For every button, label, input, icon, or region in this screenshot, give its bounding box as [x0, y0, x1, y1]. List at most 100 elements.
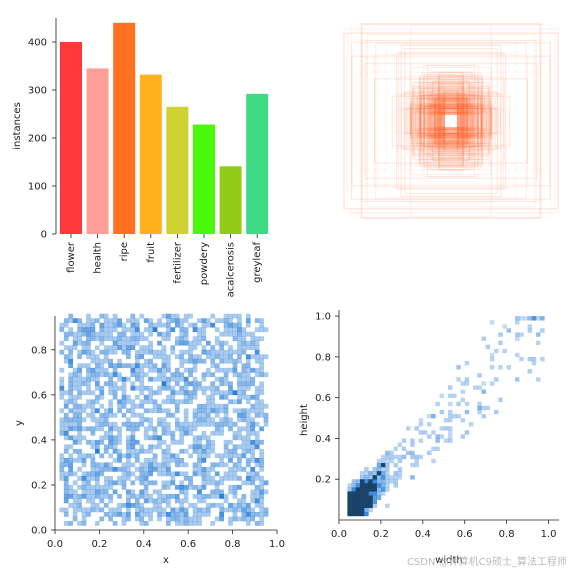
- heatmap-cell: [90, 430, 96, 436]
- heatmap-cell: [254, 345, 260, 351]
- heatmap-cell: [359, 511, 365, 517]
- heatmap-cell: [161, 421, 167, 427]
- heatmap-cell: [214, 453, 220, 459]
- heatmap-cell: [77, 475, 82, 481]
- bbox-outline: [405, 90, 497, 152]
- heatmap-cell: [214, 318, 220, 324]
- heatmap-cell: [126, 475, 131, 481]
- heatmap-cell: [152, 466, 158, 472]
- heatmap-cell: [232, 462, 238, 468]
- heatmap-cell: [245, 340, 251, 346]
- bbox-outline: [426, 96, 476, 146]
- heatmap-cell: [77, 453, 82, 459]
- heatmap-cell: [179, 430, 185, 436]
- width-height-heatmap: 0.0 0.2 0.4 0.6 0.8 1.0 0.20.40.60.81.0 width…: [299, 310, 559, 566]
- heatmap-cell: [130, 322, 136, 328]
- bbox-outline: [442, 85, 460, 157]
- heatmap-cell: [170, 507, 176, 513]
- heatmap-cell: [139, 480, 145, 486]
- heatmap-cell: [223, 340, 229, 346]
- heatmap-cell: [63, 426, 69, 432]
- heatmap-cell: [103, 358, 109, 364]
- bbox-outline: [405, 108, 497, 134]
- heatmap-cell: [219, 511, 225, 517]
- heatmap-cell: [254, 340, 260, 346]
- heatmap-cell: [245, 480, 251, 486]
- heatmap-cell: [237, 484, 242, 490]
- heatmap-cell: [94, 363, 100, 369]
- heatmap-cell: [157, 349, 162, 355]
- heatmap-cell: [219, 462, 225, 468]
- heatmap-cell: [183, 426, 189, 432]
- heatmap-cell: [376, 479, 382, 484]
- heatmap-cell: [197, 462, 202, 468]
- heatmap-cell: [117, 457, 122, 463]
- heatmap-cell: [393, 483, 398, 488]
- heatmap-cell: [456, 365, 461, 370]
- heatmap-cell: [245, 444, 251, 450]
- heatmap-cell: [393, 475, 398, 480]
- heatmap-cell: [259, 480, 264, 486]
- heatmap-cell: [410, 450, 415, 456]
- heatmap-cell: [192, 390, 198, 396]
- heatmap-cell: [63, 435, 69, 441]
- bbox-outline: [410, 100, 492, 142]
- heatmap-cell: [126, 457, 131, 463]
- bbox-outline: [433, 99, 469, 143]
- heatmap-cell: [179, 322, 185, 328]
- heatmap-cell: [117, 408, 122, 414]
- heatmap-cell: [219, 340, 225, 346]
- heatmap-cell: [410, 454, 415, 460]
- heatmap-cell: [161, 511, 167, 517]
- heatmap-cell: [201, 327, 207, 333]
- heatmap-cell: [134, 336, 140, 342]
- heatmap-cell: [192, 336, 198, 342]
- heatmap-cell: [139, 403, 145, 409]
- heatmap-cell: [241, 493, 247, 499]
- heatmap-cell: [68, 399, 74, 405]
- heatmap-cell: [179, 363, 185, 369]
- heatmap-cell: [112, 345, 118, 351]
- heatmap-cell: [121, 511, 127, 517]
- heatmap-cell: [108, 322, 114, 328]
- heatmap-cell: [139, 367, 145, 373]
- heatmap-cell: [259, 475, 264, 481]
- heatmap-cell: [219, 475, 225, 481]
- heatmap-cell: [99, 516, 105, 522]
- bar-x-tick-label: ripe: [119, 242, 130, 261]
- bbox-outline: [439, 74, 463, 168]
- heatmap-cell: [250, 444, 256, 450]
- heatmap-cell: [245, 318, 251, 324]
- bbox-outline: [431, 111, 471, 131]
- heatmap-cell: [397, 466, 403, 472]
- heatmap-cell: [197, 471, 202, 477]
- bbox-outline: [418, 103, 484, 139]
- heatmap-cell: [214, 489, 220, 495]
- heatmap-cell: [210, 399, 216, 405]
- heatmap-cell: [108, 480, 114, 486]
- heatmap-cell: [161, 331, 167, 337]
- heatmap-cell: [460, 397, 466, 403]
- heatmap-cell: [192, 421, 198, 427]
- heatmap-cell: [219, 358, 225, 364]
- heatmap-cell: [205, 448, 211, 454]
- heatmap-cell: [170, 480, 176, 486]
- heatmap-cell: [197, 493, 202, 499]
- heatmap-cell: [86, 336, 91, 342]
- heatmap-cell: [201, 457, 207, 463]
- heatmap-cell: [112, 421, 118, 427]
- heatmap-cell: [59, 457, 65, 463]
- heatmap-cell: [241, 448, 247, 454]
- heatmap-cell: [254, 489, 260, 495]
- heatmap-cell: [77, 318, 82, 324]
- heatmap-cell: [77, 498, 82, 504]
- heatmap-cell: [192, 426, 198, 432]
- heatmap-cell: [232, 313, 238, 319]
- heatmap-cell: [86, 426, 91, 432]
- bbox-outline: [439, 107, 463, 135]
- heatmap-cell: [241, 367, 247, 373]
- heatmap-cell: [90, 390, 96, 396]
- heatmap-cell: [254, 511, 260, 517]
- bbox-outline: [373, 54, 529, 188]
- bbox-outline: [432, 80, 470, 162]
